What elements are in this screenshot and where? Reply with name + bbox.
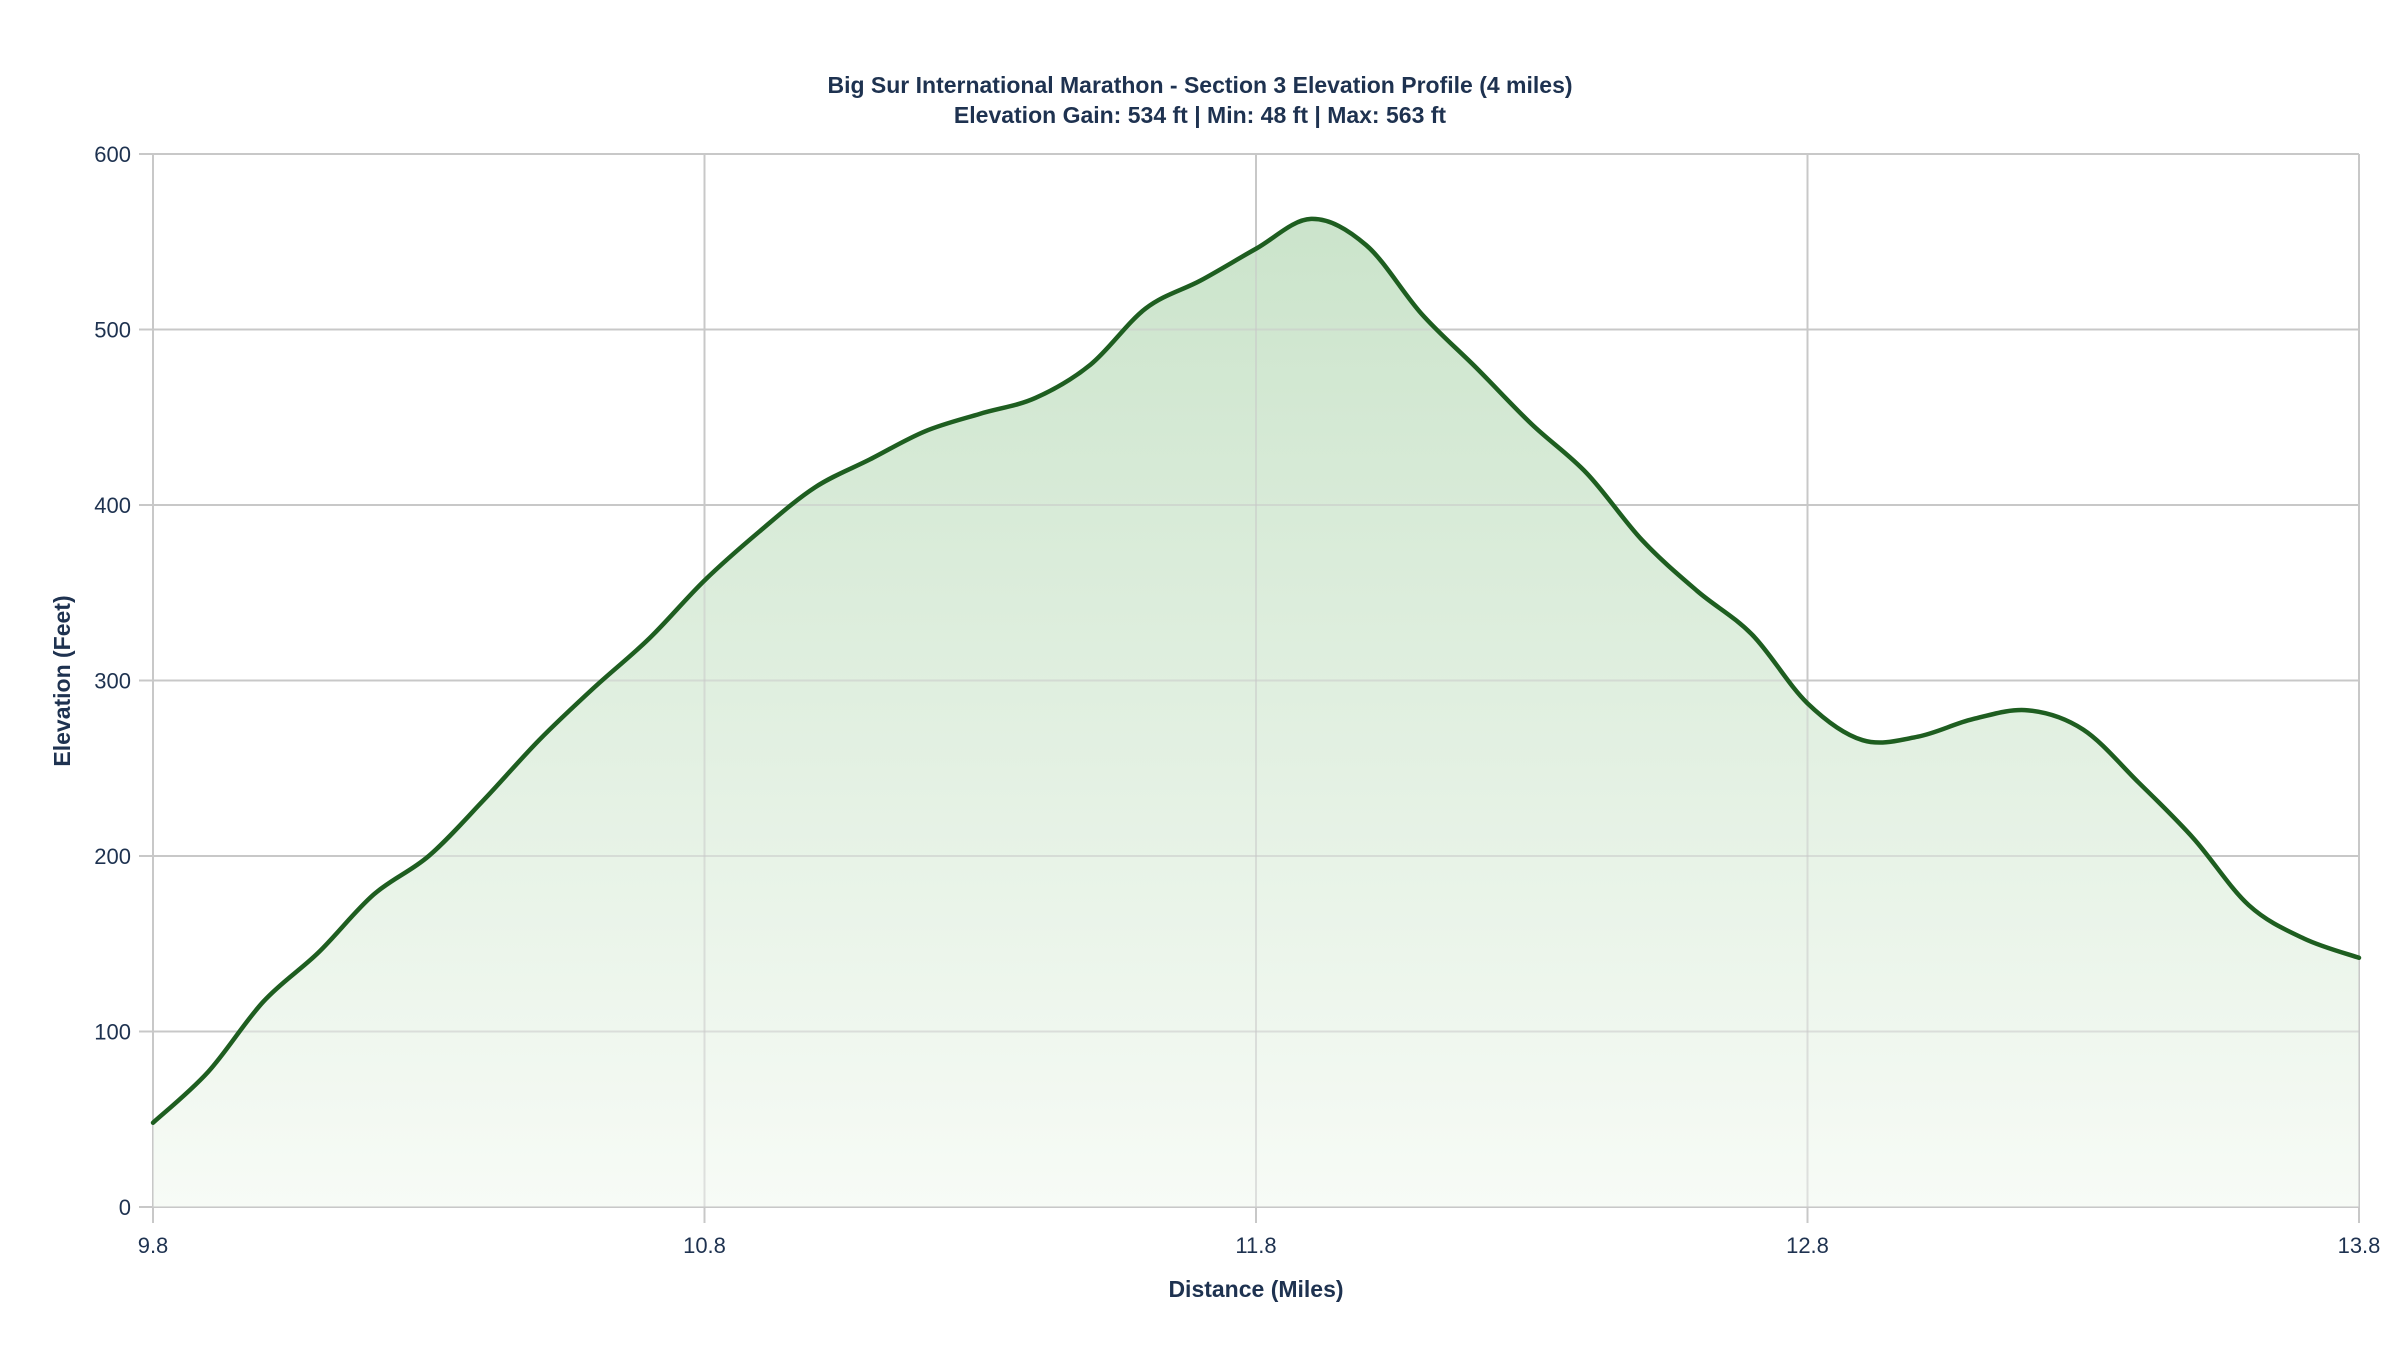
x-axis: 9.8 10.8 11.8 12.8 13.8 xyxy=(138,1233,2381,1258)
y-tick-label: 600 xyxy=(94,142,131,167)
x-tick-label: 10.8 xyxy=(683,1233,726,1258)
y-tick-label: 300 xyxy=(94,669,131,694)
x-tick-label: 12.8 xyxy=(1786,1233,1829,1258)
y-axis-title: Elevation (Feet) xyxy=(49,595,75,766)
y-tick-label: 500 xyxy=(94,318,131,343)
x-tick-label: 13.8 xyxy=(2338,1233,2381,1258)
y-axis: 0 100 200 300 400 500 600 xyxy=(94,142,131,1220)
chart-subtitle: Elevation Gain: 534 ft | Min: 48 ft | Ma… xyxy=(953,102,1447,128)
y-tick-label: 0 xyxy=(119,1195,131,1220)
x-tick-label: 9.8 xyxy=(138,1233,169,1258)
grid-lines-overlay xyxy=(152,153,2360,1208)
elevation-line xyxy=(150,216,2362,1126)
y-tick-label: 100 xyxy=(94,1020,131,1045)
y-tick-label: 200 xyxy=(94,844,131,869)
x-tick-label: 11.8 xyxy=(1235,1233,1276,1258)
chart-title-block: Big Sur International Marathon - Section… xyxy=(0,70,2400,130)
chart-title: Big Sur International Marathon - Section… xyxy=(827,72,1573,98)
x-axis-title: Distance (Miles) xyxy=(1168,1276,1343,1302)
y-tick-label: 400 xyxy=(94,493,131,518)
